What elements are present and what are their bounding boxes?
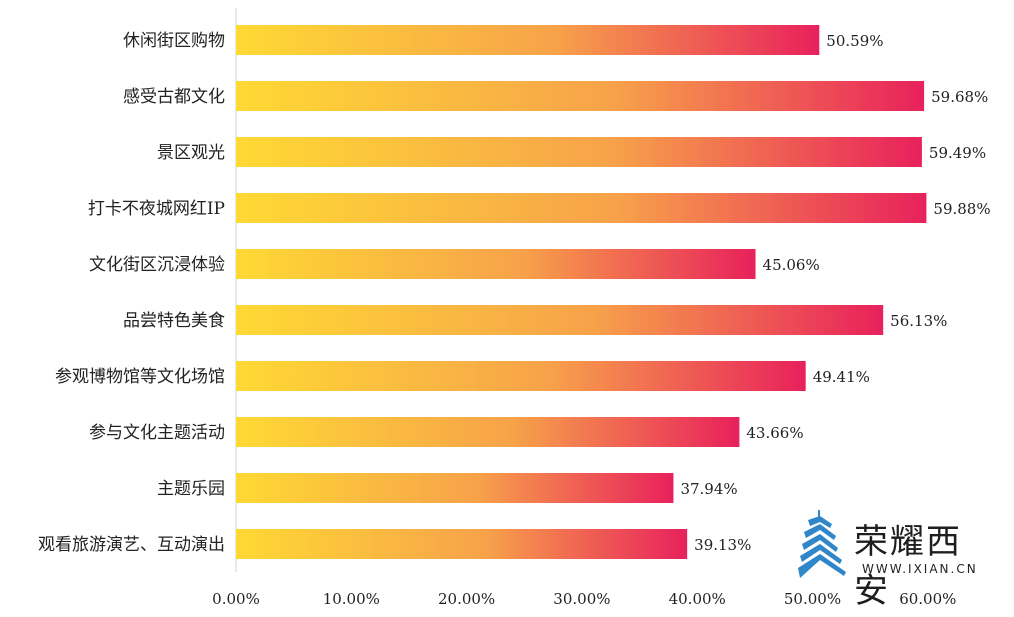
category-label: 参与文化主题活动 — [89, 423, 225, 443]
category-label: 观看旅游演艺、互动演出 — [38, 535, 225, 555]
category-label: 打卡不夜城网红IP — [88, 199, 225, 219]
bar — [236, 81, 925, 111]
value-label: 59.88% — [933, 200, 990, 218]
logo-url: WWW.IXIAN.CN — [862, 562, 978, 576]
logo-title: 荣耀西安 — [854, 522, 962, 611]
bar — [236, 249, 756, 279]
value-label: 39.13% — [694, 536, 751, 554]
x-tick-label: 0.00% — [212, 590, 260, 608]
ixian-logo: 荣耀西安 WWW.IXIAN.CN — [796, 510, 996, 611]
x-tick-label: 20.00% — [438, 590, 495, 608]
pagoda-icon — [798, 510, 846, 578]
bar — [236, 529, 688, 559]
x-tick-label: 60.00% — [899, 590, 956, 608]
value-label: 59.68% — [931, 88, 988, 106]
value-label: 49.41% — [813, 368, 870, 386]
category-label: 休闲街区购物 — [123, 31, 225, 51]
category-label: 品尝特色美食 — [123, 311, 225, 331]
category-label: 感受古都文化 — [123, 87, 225, 107]
bar — [236, 193, 927, 223]
x-tick-label: 50.00% — [784, 590, 841, 608]
bar — [236, 417, 740, 447]
value-label: 59.49% — [929, 144, 986, 162]
value-label: 37.94% — [680, 480, 737, 498]
bar — [236, 305, 884, 335]
value-label: 50.59% — [826, 32, 883, 50]
bar — [236, 473, 674, 503]
bar — [236, 361, 806, 391]
x-tick-label: 40.00% — [669, 590, 726, 608]
category-label: 参观博物馆等文化场馆 — [55, 367, 225, 387]
category-label: 主题乐园 — [157, 479, 225, 499]
value-label: 43.66% — [746, 424, 803, 442]
category-label: 景区观光 — [157, 143, 225, 163]
x-tick-label: 30.00% — [553, 590, 610, 608]
value-label: 45.06% — [763, 256, 820, 274]
bar — [236, 137, 922, 167]
value-label: 56.13% — [890, 312, 947, 330]
category-label: 文化街区沉浸体验 — [89, 255, 225, 275]
x-tick-label: 10.00% — [323, 590, 380, 608]
bar — [236, 25, 820, 55]
